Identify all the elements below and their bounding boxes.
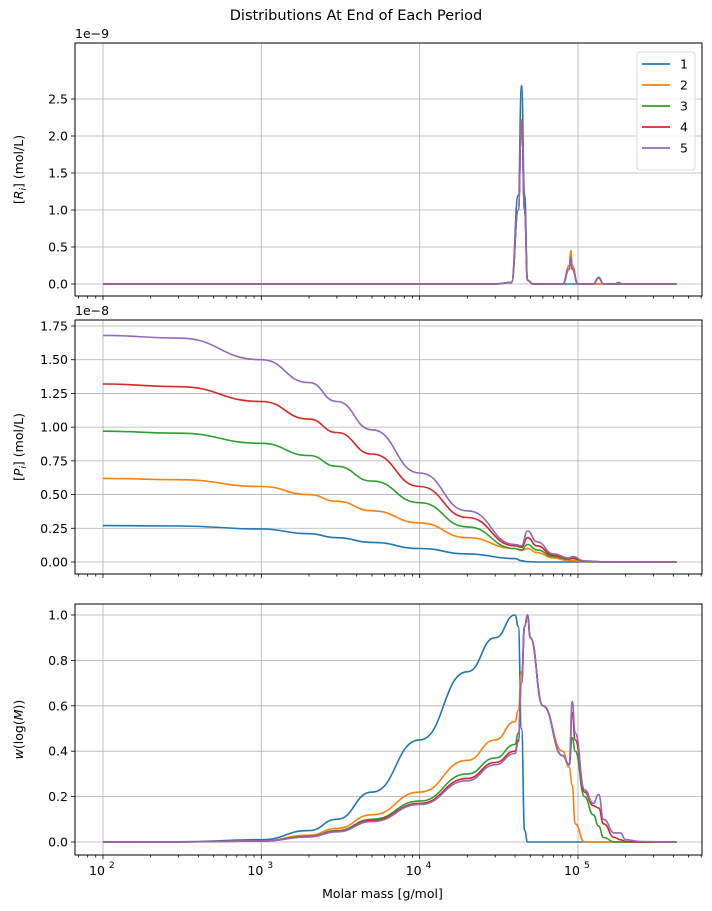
x-tick-label: 10 [406, 863, 422, 878]
x-tick-label: 10 [247, 863, 263, 878]
series-line-5 [102, 334, 677, 563]
y-tick-label: 0.50 [40, 487, 68, 502]
y-ticks: 0.0 0.2 0.4 0.6 0.8 1.0 [48, 608, 75, 850]
offset-text: 1e−8 [75, 303, 109, 318]
offset-text: 1e−9 [75, 26, 109, 41]
axes-top: 0.0 0.5 1.0 1.5 2.0 2.5 1e−9 [Ri] (mol/L) 1 2 3 4 5 [11, 26, 703, 300]
x-tick-label: 10 [564, 863, 580, 878]
y-tick-label: 1.00 [40, 420, 68, 435]
series-line-4 [102, 383, 677, 563]
legend-label-1: 1 [680, 57, 688, 72]
series-line-1 [103, 84, 677, 285]
x-tick-label-exponent: 4 [426, 861, 432, 871]
legend-label-2: 2 [680, 78, 688, 93]
y-tick-label: 0.2 [48, 789, 68, 804]
x-tick-label: 10 [89, 863, 105, 878]
series-line-3 [103, 120, 677, 285]
series-line-5 [102, 614, 677, 843]
legend-label-4: 4 [680, 120, 688, 135]
axes-middle: 0.00 0.25 0.50 0.75 1.00 1.25 1.50 1.75 1e−8 [Pi]… [11, 303, 703, 578]
y-tick-label: 0.25 [40, 521, 68, 536]
y-tick-label: 0.5 [48, 240, 68, 255]
y-tick-label: 0.0 [48, 835, 68, 850]
series-line-3 [102, 430, 677, 563]
y-tick-label: 1.5 [48, 166, 68, 181]
x-axis-label: Molar mass [g/mol] [322, 886, 443, 901]
y-tick-label: 2.5 [48, 92, 68, 107]
x-tick-label-exponent: 3 [267, 861, 273, 871]
y-ticks: 0.00 0.25 0.50 0.75 1.00 1.25 1.50 1.75 [40, 319, 75, 570]
y-tick-label: 0.0 [48, 277, 68, 292]
y-tick-label: 0.75 [40, 453, 68, 468]
grid [75, 43, 702, 296]
series-line-4 [103, 120, 677, 285]
axes-bottom: 0.0 0.2 0.4 0.6 0.8 1.0 10 2 10 3 10 4 10 5 Molar mass… [11, 603, 703, 901]
y-ticks: 0.0 0.5 1.0 1.5 2.0 2.5 [48, 92, 75, 292]
y-tick-label: 0.6 [48, 698, 68, 713]
y-tick-label: 1.50 [40, 352, 68, 367]
axes-frame [74, 603, 703, 856]
series-line-2 [103, 118, 677, 285]
series-group [103, 84, 677, 285]
x-ticks [78, 574, 702, 578]
y-tick-label: 0.4 [48, 744, 68, 759]
y-axis-label: [Pi] (mol/L) [11, 413, 29, 481]
legend-label-5: 5 [680, 141, 688, 156]
series-group [102, 614, 677, 843]
legend-box [636, 51, 696, 171]
y-tick-label: 1.25 [40, 386, 68, 401]
x-tick-label-exponent: 5 [584, 861, 590, 871]
series-line-2 [102, 614, 677, 843]
y-axis-label: [Ri] (mol/L) [11, 135, 29, 204]
y-tick-label: 1.75 [40, 319, 68, 334]
y-tick-label: 0.8 [48, 653, 68, 668]
x-ticks: 10 2 10 3 10 4 10 5 [78, 855, 702, 878]
grid [75, 320, 702, 574]
y-tick-label: 2.0 [48, 129, 68, 144]
series-line-2 [102, 477, 677, 563]
series-line-5 [103, 120, 677, 285]
y-tick-label: 1.0 [48, 608, 68, 623]
axes-frame [74, 319, 703, 575]
y-tick-label: 0.00 [40, 555, 68, 570]
figure-title: Distributions At End of Each Period [229, 8, 483, 24]
series-line-1 [102, 524, 677, 563]
y-tick-label: 1.0 [48, 203, 68, 218]
x-ticks [78, 296, 702, 300]
series-group [102, 334, 677, 563]
y-axis-label: w(log(M)) [11, 700, 26, 760]
legend: 1 2 3 4 5 [636, 51, 696, 171]
axes-frame [74, 42, 703, 297]
legend-label-3: 3 [680, 99, 688, 114]
x-tick-label-exponent: 2 [109, 861, 115, 871]
